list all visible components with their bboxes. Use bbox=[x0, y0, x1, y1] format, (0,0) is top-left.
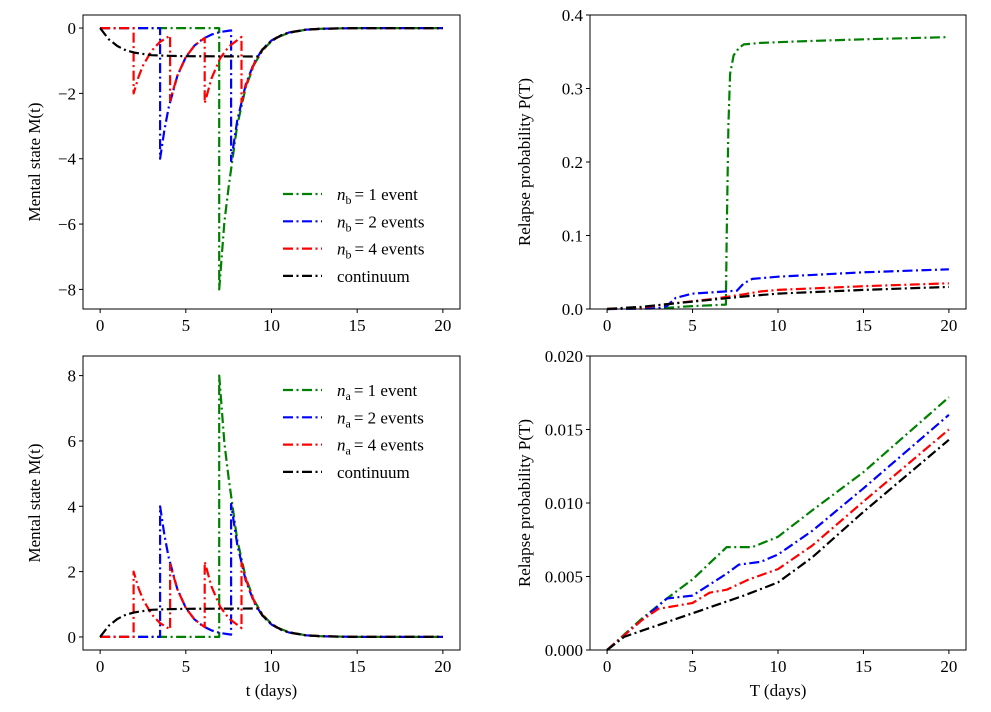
x-tick-label: 10 bbox=[263, 316, 280, 335]
x-tick-label: 10 bbox=[770, 316, 787, 335]
y-axis-label: Mental state M(t) bbox=[25, 444, 44, 563]
y-tick-label: 0.015 bbox=[545, 421, 583, 440]
x-tick-label: 20 bbox=[434, 657, 451, 676]
series-line-1 bbox=[607, 268, 949, 311]
axes-frame bbox=[589, 355, 967, 651]
subplot-top-right: 0 5 10 15 20 0.0 0.1 0.2 0.3 0.4 Relapse probabili… bbox=[515, 6, 967, 335]
legend-text: = 2 events bbox=[355, 212, 425, 231]
y-tick-label: 0.010 bbox=[545, 494, 583, 513]
y-tick-label: 2 bbox=[68, 563, 77, 582]
y-tick-label: 0.020 bbox=[545, 347, 583, 366]
y-axis-label: Relapse probability P(T) bbox=[515, 419, 534, 587]
y-tick-label: −8 bbox=[58, 280, 76, 299]
legend-sub: b bbox=[346, 193, 352, 207]
legend-text: continuum bbox=[337, 463, 410, 482]
legend-text: = 2 events bbox=[354, 408, 424, 427]
x-tick-label: 20 bbox=[940, 657, 957, 676]
legend-sub: a bbox=[346, 389, 352, 403]
x-tick-label: 0 bbox=[603, 316, 612, 335]
y-tick-label: 8 bbox=[68, 367, 77, 386]
y-tick-label: 0.0 bbox=[562, 300, 583, 319]
legend-text: = 4 events bbox=[355, 240, 425, 259]
y-tick-label: 0.005 bbox=[545, 568, 583, 587]
y-tick-label: 0 bbox=[68, 628, 77, 647]
series-line-2 bbox=[606, 428, 950, 651]
x-tick-label: 15 bbox=[855, 657, 872, 676]
legend-var: n bbox=[337, 240, 346, 259]
x-tick-label: 15 bbox=[855, 316, 872, 335]
y-axis-label: Relapse probability P(T) bbox=[515, 78, 534, 246]
series-line-3 bbox=[99, 607, 443, 638]
x-axis-label: t (days) bbox=[246, 681, 297, 700]
series-line-1 bbox=[100, 502, 443, 638]
y-axis-label: Mental state M(t) bbox=[25, 103, 44, 222]
legend-sub: a bbox=[346, 416, 352, 430]
series-line-3 bbox=[607, 285, 949, 311]
legend-label: nb = 4 events bbox=[337, 240, 425, 262]
x-tick-label: 0 bbox=[96, 657, 105, 676]
y-tick-label: 0.1 bbox=[562, 227, 583, 246]
legend-sub: b bbox=[346, 248, 352, 262]
x-tick-label: 5 bbox=[182, 657, 191, 676]
legend-text: = 1 event bbox=[355, 185, 419, 204]
y-tick-label: −4 bbox=[58, 150, 77, 169]
y-tick-label: −6 bbox=[58, 215, 76, 234]
x-tick-label: 5 bbox=[182, 316, 191, 335]
legend-text: = 1 event bbox=[354, 381, 418, 400]
series-line-0 bbox=[606, 396, 950, 651]
legend-text: continuum bbox=[337, 267, 410, 286]
legend-label: continuum bbox=[337, 267, 410, 286]
legend-text: = 4 events bbox=[354, 436, 424, 455]
subplot-bottom-right: 0 5 10 15 20 0.000 0.005 0.010 0.015 0.020 Relapse… bbox=[515, 347, 967, 700]
x-tick-label: 0 bbox=[96, 316, 105, 335]
y-tick-label: 0.000 bbox=[545, 641, 583, 660]
axes-frame bbox=[82, 14, 461, 310]
y-tick-label: −2 bbox=[58, 84, 76, 103]
legend-sub: b bbox=[346, 220, 352, 234]
x-tick-label: 0 bbox=[603, 657, 612, 676]
legend-var: n bbox=[337, 381, 346, 400]
legend-label: na = 4 events bbox=[337, 436, 424, 458]
legend-var: n bbox=[337, 436, 346, 455]
series-line-2 bbox=[607, 282, 949, 311]
x-axis-label: T (days) bbox=[750, 681, 807, 700]
legend-var: n bbox=[337, 185, 346, 204]
legend-label: na = 1 event bbox=[337, 381, 418, 403]
y-tick-label: 0 bbox=[68, 19, 77, 38]
x-tick-label: 20 bbox=[434, 316, 451, 335]
y-tick-label: 0.3 bbox=[562, 80, 583, 99]
x-tick-label: 15 bbox=[349, 657, 366, 676]
legend-var: n bbox=[337, 212, 346, 231]
series-line-1 bbox=[606, 413, 950, 651]
x-tick-label: 5 bbox=[688, 316, 697, 335]
legend-label: continuum bbox=[337, 463, 410, 482]
series-line-1 bbox=[100, 27, 443, 163]
legend-label: na = 2 events bbox=[337, 408, 424, 430]
legend-label: nb = 1 event bbox=[337, 185, 418, 207]
y-tick-label: 0.2 bbox=[562, 153, 583, 172]
series-line-0 bbox=[607, 36, 949, 311]
legend-var: n bbox=[337, 408, 346, 427]
y-tick-label: 0.4 bbox=[562, 6, 584, 25]
x-tick-label: 10 bbox=[770, 657, 787, 676]
y-tick-label: 6 bbox=[68, 432, 77, 451]
x-tick-label: 5 bbox=[688, 657, 697, 676]
series-line-3 bbox=[99, 27, 443, 58]
legend-sub: a bbox=[346, 444, 352, 458]
y-tick-label: 4 bbox=[68, 497, 77, 516]
axes-frame bbox=[589, 14, 967, 310]
axes-frame bbox=[82, 355, 461, 651]
x-tick-label: 20 bbox=[940, 316, 957, 335]
x-tick-label: 10 bbox=[263, 657, 280, 676]
series-line-3 bbox=[606, 438, 950, 651]
legend-label: nb = 2 events bbox=[337, 212, 425, 234]
x-tick-label: 15 bbox=[349, 316, 366, 335]
